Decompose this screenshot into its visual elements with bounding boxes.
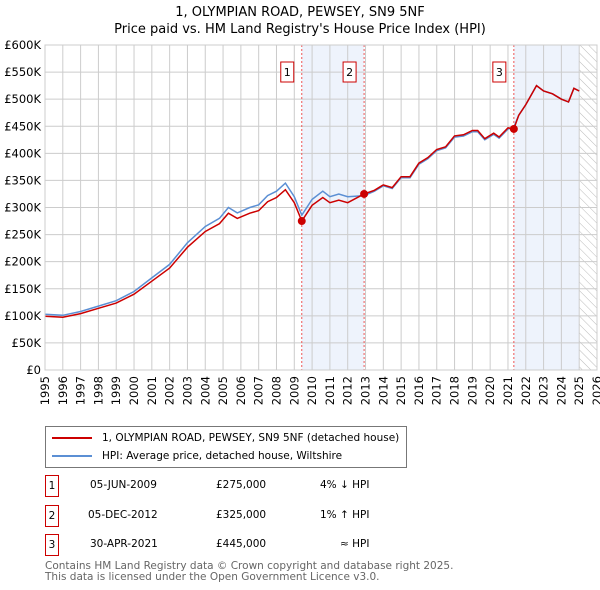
legend-item-property: 1, OLYMPIAN ROAD, PEWSEY, SN9 5NF (detac… (52, 432, 399, 444)
x-tick-label: 2022 (519, 376, 533, 405)
sale-price: £275,000 (216, 479, 267, 491)
x-tick-label: 2005 (216, 376, 230, 405)
x-tick-label: 2010 (305, 376, 319, 405)
x-tick-label: 2018 (448, 376, 462, 405)
x-tick-label: 2020 (483, 376, 497, 405)
sale-label-box (492, 61, 507, 83)
x-tick-label: 1999 (109, 376, 123, 405)
sale-price: £445,000 (216, 538, 267, 550)
sale-label: 3 (496, 66, 503, 79)
price-chart: £0 £50K £100K £150K £200K £250K £300K £350K £400… (4, 38, 600, 405)
plot-border (44, 44, 598, 371)
x-tick-label: 1995 (38, 376, 52, 405)
legend-label: 1, OLYMPIAN ROAD, PEWSEY, SN9 5NF (detac… (102, 432, 400, 444)
series-line (44, 84, 580, 318)
x-tick-label: 1997 (74, 376, 88, 405)
x-tick-label: 2017 (430, 376, 444, 405)
legend-label: HPI: Average price, detached house, Wilt… (102, 450, 343, 462)
x-tick-label: 2014 (376, 376, 390, 405)
blue-line-swatch (52, 455, 92, 457)
sale-marker: 2 (45, 505, 59, 527)
sale-point (297, 217, 306, 226)
sale-hpi: 1% ↑ HPI (320, 509, 370, 521)
sale-hpi: ≈ HPI (340, 538, 370, 550)
sale-point (509, 124, 518, 133)
y-tick-label: £50K (12, 336, 42, 350)
chart-title: 1, OLYMPIAN ROAD, PEWSEY, SN9 5NF Price … (0, 4, 600, 38)
x-tick-label: 2026 (590, 376, 600, 405)
x-tick-label: 2021 (501, 376, 515, 405)
x-tick-label: 2008 (269, 376, 283, 405)
subtitle: Price paid vs. HM Land Registry's House … (114, 22, 486, 37)
x-tick-label: 2019 (465, 376, 479, 405)
legend: 1, OLYMPIAN ROAD, PEWSEY, SN9 5NF (detac… (45, 426, 407, 468)
x-tick-label: 1998 (91, 376, 105, 405)
y-tick-label: £150K (4, 282, 41, 296)
x-tick-label: 2003 (180, 376, 194, 405)
sale-marker: 1 (45, 475, 59, 497)
x-tick-label: 2009 (287, 376, 301, 405)
sale-date: 30-APR-2021 (90, 538, 158, 550)
x-tick-label: 2016 (412, 376, 426, 405)
x-tick-label: 2002 (163, 376, 177, 405)
legend-item-hpi: HPI: Average price, detached house, Wilt… (52, 450, 342, 462)
y-tick-label: £0 (26, 363, 41, 377)
x-tick-label: 1996 (56, 376, 70, 405)
y-tick-label: £250K (4, 228, 41, 242)
x-tick-label: 2011 (323, 376, 337, 405)
y-tick-label: £300K (4, 201, 41, 215)
y-tick-label: £100K (4, 309, 41, 323)
sale-row: 2 05-DEC-2012 £325,000 1% ↑ HPI (45, 505, 465, 527)
sale-date: 05-JUN-2009 (90, 479, 157, 491)
y-tick-label: £400K (4, 146, 41, 160)
footer: Contains HM Land Registry data © Crown c… (45, 561, 453, 583)
sale-marker: 3 (45, 534, 59, 556)
y-tick-label: £350K (4, 173, 41, 187)
x-tick-label: 2004 (198, 376, 212, 405)
x-tick-label: 2015 (394, 376, 408, 405)
title: 1, OLYMPIAN ROAD, PEWSEY, SN9 5NF (175, 5, 425, 20)
sale-price: £325,000 (216, 509, 267, 521)
sale-row: 3 30-APR-2021 £445,000 ≈ HPI (45, 534, 465, 556)
y-tick-label: £200K (4, 255, 41, 269)
sale-label: 2 (346, 66, 353, 79)
y-tick-label: £550K (4, 65, 41, 79)
x-tick-label: 2006 (234, 376, 248, 405)
x-tick-label: 2024 (554, 376, 568, 405)
sale-date: 05-DEC-2012 (88, 509, 158, 521)
sale-row: 1 05-JUN-2009 £275,000 4% ↓ HPI (45, 475, 465, 497)
x-tick-label: 2001 (145, 376, 159, 405)
y-tick-label: £600K (4, 38, 41, 52)
x-tick-label: 2025 (572, 376, 586, 405)
x-tick-label: 2023 (537, 376, 551, 405)
sale-point (360, 189, 369, 198)
sale-label-box (280, 61, 295, 83)
footer-licence: This data is licensed under the Open Gov… (45, 571, 380, 583)
x-tick-label: 2012 (341, 376, 355, 405)
red-line-swatch (52, 437, 92, 439)
x-tick-label: 2000 (127, 376, 141, 405)
x-tick-label: 2007 (252, 376, 266, 405)
sale-label: 1 (284, 66, 291, 79)
x-tick-label: 2013 (359, 376, 373, 405)
y-tick-label: £450K (4, 119, 41, 133)
sale-label-box (342, 61, 357, 83)
sale-hpi: 4% ↓ HPI (320, 479, 370, 491)
y-tick-label: £500K (4, 92, 41, 106)
footer-copyright: Contains HM Land Registry data © Crown c… (45, 560, 454, 572)
